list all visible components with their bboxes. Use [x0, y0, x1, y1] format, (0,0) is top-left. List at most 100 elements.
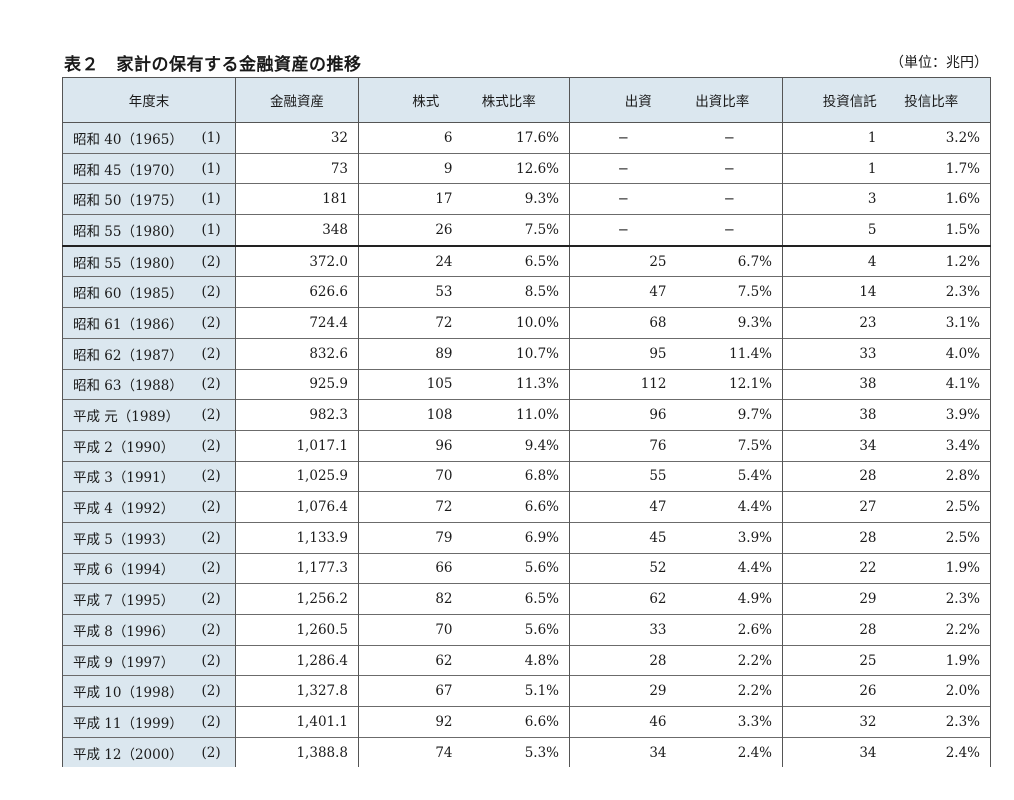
- financial-assets-cell: 1,133.9: [235, 521, 359, 554]
- stocks-cell: 74: [358, 736, 463, 768]
- stock-ratio-cell: 6.8%: [462, 460, 570, 492]
- trust-cell: 32: [782, 706, 887, 738]
- stock-ratio-cell: 5.1%: [462, 675, 570, 707]
- note-cell: (1): [197, 122, 236, 154]
- table-row: 昭和 63（1988） (2) 925.9 105 11.3% 112 12.1% 38 4.1…: [62, 368, 991, 400]
- note-cell: (2): [197, 644, 236, 676]
- note-cell: (2): [197, 276, 236, 308]
- stocks-cell: 17: [358, 183, 463, 215]
- stock-ratio-cell: 6.6%: [462, 706, 570, 738]
- note-cell: (2): [197, 552, 236, 584]
- trust-cell: 34: [782, 429, 887, 462]
- trust-ratio-cell: 1.7%: [886, 152, 991, 184]
- header-stock-ratio: 株式比率: [462, 77, 570, 123]
- era-cell: 平成 2（1990）: [62, 429, 198, 462]
- note-cell: (1): [197, 214, 236, 246]
- era-cell: 昭和 62（1987）: [62, 337, 198, 369]
- trust-cell: 27: [782, 491, 887, 523]
- stock-ratio-cell: 11.3%: [462, 368, 570, 400]
- stock-ratio-cell: 9.4%: [462, 429, 570, 462]
- investment-ratio-cell: 12.1%: [676, 368, 783, 400]
- note-cell: (2): [197, 399, 236, 431]
- investment-cell: −: [569, 214, 677, 246]
- stock-ratio-cell: 10.7%: [462, 337, 570, 369]
- financial-assets-cell: 1,286.4: [235, 644, 359, 676]
- trust-ratio-cell: 2.3%: [886, 276, 991, 308]
- trust-cell: 1: [782, 152, 887, 184]
- table-row: 平成 9（1997） (2) 1,286.4 62 4.8% 28 2.2% 25 1.9%: [62, 644, 991, 676]
- era-cell: 平成 11（1999）: [62, 706, 198, 738]
- stock-ratio-cell: 11.0%: [462, 399, 570, 431]
- table-row: 昭和 62（1987） (2) 832.6 89 10.7% 95 11.4% 33 4.0%: [62, 337, 991, 369]
- stock-ratio-cell: 5.6%: [462, 614, 570, 646]
- note-cell: (2): [197, 307, 236, 339]
- investment-cell: 46: [569, 706, 677, 738]
- investment-cell: 55: [569, 460, 677, 492]
- investment-ratio-cell: 6.7%: [676, 244, 783, 277]
- era-cell: 平成 8（1996）: [62, 614, 198, 646]
- investment-cell: 52: [569, 552, 677, 584]
- investment-ratio-cell: −: [676, 214, 783, 246]
- trust-cell: 26: [782, 675, 887, 707]
- table-row: 昭和 61（1986） (2) 724.4 72 10.0% 68 9.3% 23 3.1%: [62, 307, 991, 339]
- table-row: 昭和 40（1965） (1) 32 6 17.6% − −1 3.2%: [62, 122, 991, 154]
- trust-cell: 34: [782, 736, 887, 768]
- header-stocks: 株式: [358, 77, 463, 123]
- stocks-cell: 26: [358, 214, 463, 246]
- stocks-cell: 89: [358, 337, 463, 369]
- stocks-cell: 96: [358, 429, 463, 462]
- investment-cell: 96: [569, 399, 677, 431]
- stock-ratio-cell: 9.3%: [462, 183, 570, 215]
- table-row: 平成 5（1993） (2) 1,133.9 79 6.9% 45 3.9% 28 2.5%: [62, 521, 991, 554]
- era-cell: 平成 元（1989）: [62, 399, 198, 431]
- trust-cell: 14: [782, 276, 887, 308]
- table-body: 昭和 40（1965） (1) 32 6 17.6% − −1 3.2% 昭和 45（1970）…: [62, 122, 991, 768]
- investment-ratio-cell: 9.3%: [676, 307, 783, 339]
- note-cell: (2): [197, 368, 236, 400]
- investment-ratio-cell: 5.4%: [676, 460, 783, 492]
- stocks-cell: 72: [358, 491, 463, 523]
- trust-cell: 1: [782, 122, 887, 154]
- stock-ratio-cell: 7.5%: [462, 214, 570, 246]
- trust-ratio-cell: 2.3%: [886, 583, 991, 615]
- era-cell: 平成 9（1997）: [62, 644, 198, 676]
- investment-cell: 62: [569, 583, 677, 615]
- investment-cell: 29: [569, 675, 677, 707]
- trust-ratio-cell: 4.1%: [886, 368, 991, 400]
- trust-ratio-cell: 2.3%: [886, 706, 991, 738]
- financial-assets-cell: 982.3: [235, 399, 359, 431]
- investment-cell: 95: [569, 337, 677, 369]
- investment-ratio-cell: 7.5%: [676, 429, 783, 462]
- trust-ratio-cell: 3.2%: [886, 122, 991, 154]
- era-cell: 平成 7（1995）: [62, 583, 198, 615]
- investment-ratio-cell: 2.6%: [676, 614, 783, 646]
- era-cell: 平成 3（1991）: [62, 460, 198, 492]
- stocks-cell: 92: [358, 706, 463, 738]
- trust-ratio-cell: 2.2%: [886, 614, 991, 646]
- investment-cell: 68: [569, 307, 677, 339]
- financial-assets-cell: 1,017.1: [235, 429, 359, 462]
- table-row: 平成 6（1994） (2) 1,177.3 66 5.6% 52 4.4% 22 1.9%: [62, 552, 991, 584]
- table-row: 平成 7（1995） (2) 1,256.2 82 6.5% 62 4.9% 29 2.3%: [62, 583, 991, 615]
- table-row: 平成 11（1999） (2) 1,401.1 92 6.6% 46 3.3% 32 2.3%: [62, 706, 991, 738]
- era-cell: 昭和 55（1980）: [62, 214, 198, 246]
- trust-cell: 38: [782, 368, 887, 400]
- stock-ratio-cell: 6.5%: [462, 583, 570, 615]
- investment-cell: 47: [569, 276, 677, 308]
- investment-ratio-cell: 11.4%: [676, 337, 783, 369]
- table-row: 平成 元（1989） (2) 982.3 108 11.0% 96 9.7% 38 3.9%: [62, 399, 991, 431]
- trust-ratio-cell: 4.0%: [886, 337, 991, 369]
- stocks-cell: 72: [358, 307, 463, 339]
- investment-cell: 28: [569, 644, 677, 676]
- trust-ratio-cell: 2.0%: [886, 675, 991, 707]
- note-cell: (1): [197, 183, 236, 215]
- era-cell: 平成 6（1994）: [62, 552, 198, 584]
- era-cell: 昭和 61（1986）: [62, 307, 198, 339]
- trust-cell: 33: [782, 337, 887, 369]
- era-cell: 昭和 63（1988）: [62, 368, 198, 400]
- investment-cell: −: [569, 152, 677, 184]
- note-cell: (2): [197, 736, 236, 768]
- financial-assets-cell: 1,025.9: [235, 460, 359, 492]
- investment-ratio-cell: 4.9%: [676, 583, 783, 615]
- note-cell: (2): [197, 706, 236, 738]
